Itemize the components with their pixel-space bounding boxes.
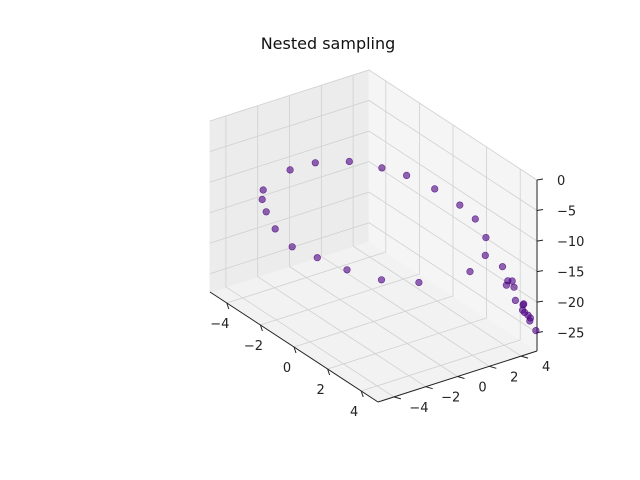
scatter-point [532,327,540,335]
scatter-point [343,266,351,274]
grid-line-y [352,75,522,357]
grid-line-y [320,85,490,367]
z-tick-mark [536,209,544,212]
z-tick-mark [536,178,544,181]
grid-line-y [289,95,458,377]
scatter-point [498,263,507,271]
y-tick-label: 4 [542,360,550,375]
z-tick-label: −10 [557,235,584,250]
x-tick-mark [360,390,364,398]
x-tick-mark [293,346,297,354]
z-tick-mark [536,300,544,303]
x-tick-mark [226,302,230,310]
x-tick-label: −4 [210,317,229,332]
y-tick-mark [457,376,465,379]
y-tick-mark [520,355,529,359]
y-tick-label: −2 [441,391,460,406]
scatter-point [286,166,294,174]
scatter-point [345,157,353,166]
grid-line-z [209,69,538,181]
grid-line-z [209,191,538,303]
chart-title: Nested sampling [261,34,396,53]
scatter-point [431,185,439,193]
grid-line-x [226,81,387,304]
y-tick-mark [425,386,433,390]
x-tick-label: 4 [350,405,358,420]
grid-line-x [260,103,420,326]
scatter-point [481,251,489,259]
z-tick-label: 0 [557,174,565,189]
grid-line-z [209,222,538,334]
x-tick-mark [259,324,263,332]
scatter-point [377,276,386,284]
y-tick-label: −4 [409,401,428,416]
scatter-point [510,283,518,291]
grid-line-z [209,130,538,242]
scatter-point [271,225,279,233]
y-tick-mark [393,396,402,400]
z-tick-label: −25 [557,327,584,342]
x-tick-label: −2 [244,339,263,354]
y-tick-mark [489,365,497,369]
scatter-point [311,159,319,167]
scatter-point [258,195,266,204]
scatter-point [518,306,527,314]
axis-lines [209,178,544,403]
grid-line-z [209,100,538,211]
scatter-point [466,268,474,276]
scatter-point [471,215,479,223]
scatter-point [403,171,411,179]
grid-line-z [209,161,538,272]
z-tick-mark [536,239,544,242]
data-points [258,157,540,335]
y-tick-label: 2 [510,370,518,385]
scatter-point [456,201,464,209]
scatter-point [259,186,267,194]
scatter-point [288,243,296,251]
grid-line-x [293,125,454,348]
scatter-point [526,317,534,325]
x-tick-mark [327,368,331,376]
scatter-point [415,278,423,287]
y-tick-label: 0 [478,381,486,396]
grid-lines [209,69,538,398]
scatter-point [502,281,511,289]
z-tick-label: −20 [557,296,584,311]
grid-line-x [361,169,521,392]
grid-line-y [257,105,426,388]
z-tick-label: −5 [557,205,576,220]
x-tick-label: 0 [283,361,291,376]
z-tick-mark [536,270,544,273]
scatter-point [313,254,321,262]
z-tick-label: −15 [557,266,584,281]
scatter-point [378,164,386,172]
grid-line-y [225,115,395,398]
grid-line-x [327,147,488,370]
scatter-point [511,296,520,305]
x-tick-label: 2 [316,383,324,398]
scatter-point [482,234,490,242]
scatter-point [262,208,270,216]
